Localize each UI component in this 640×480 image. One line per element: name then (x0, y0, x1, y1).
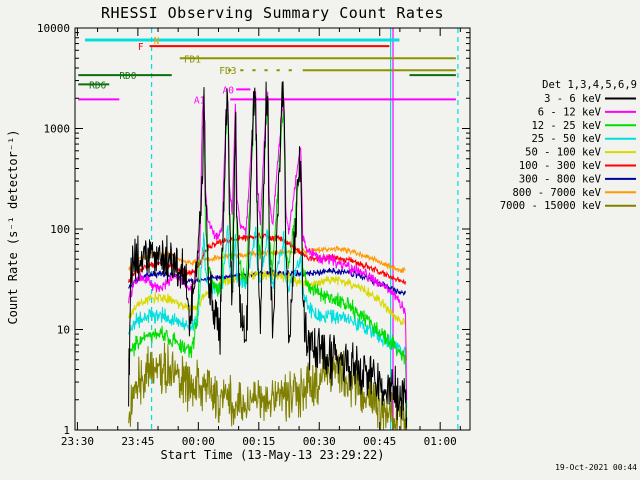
x-tick-label: 00:30 (303, 435, 336, 448)
legend-label: 6 - 12 keV (538, 106, 602, 118)
series-line-50-100keV (128, 270, 408, 361)
y-axis-label: Count Rate (s⁻¹ detector⁻¹) (6, 129, 20, 325)
flag-label-f: F (138, 42, 144, 53)
legend-label: 800 - 7000 keV (512, 187, 601, 199)
creation-timestamp: 19-Oct-2021 00:44 (555, 463, 637, 472)
flag-label-fd3: FD3 (219, 66, 236, 77)
legend-label: 3 - 6 keV (544, 93, 602, 105)
y-tick-label: 1000 (44, 123, 71, 136)
x-tick-label: 01:00 (424, 435, 457, 448)
y-tick-label: 10000 (37, 22, 70, 35)
x-axis-label: Start Time (13-May-13 23:29:22) (160, 448, 385, 462)
page-title: RHESSI Observing Summary Count Rates (100, 4, 445, 22)
series-line-3-6keV (128, 81, 408, 429)
series-line-7000-15000keV (128, 342, 408, 430)
y-tick-label: 10 (57, 324, 70, 337)
legend-label: 50 - 100 keV (525, 147, 602, 159)
y-tick-label: 1 (63, 424, 70, 437)
legend-label: 300 - 800 keV (519, 173, 602, 185)
flag-label-a1: A1 (194, 95, 206, 106)
series-line-25-50keV (128, 225, 408, 408)
x-tick-label: 00:45 (363, 435, 396, 448)
flag-label-a0: A0 (223, 85, 235, 96)
legend-label: 100 - 300 keV (519, 160, 602, 172)
legend-label: 12 - 25 keV (531, 120, 601, 132)
x-tick-label: 00:00 (182, 435, 215, 448)
legend-header: Det 1,3,4,5,6,9 (542, 79, 637, 91)
y-tick-label: 100 (50, 223, 70, 236)
legend-label: 7000 - 15000 keV (500, 200, 602, 212)
x-tick-label: 23:45 (121, 435, 154, 448)
flag-label-n: N (154, 36, 160, 47)
flag-label-rd0: RD0 (119, 71, 136, 82)
x-tick-label: 23:30 (61, 435, 94, 448)
flag-label-fd1: FD1 (184, 54, 201, 65)
plot-frame (74, 27, 471, 431)
flag-label-rd6: RD6 (89, 80, 106, 91)
x-tick-label: 00:15 (242, 435, 275, 448)
legend-label: 25 - 50 keV (531, 133, 601, 145)
